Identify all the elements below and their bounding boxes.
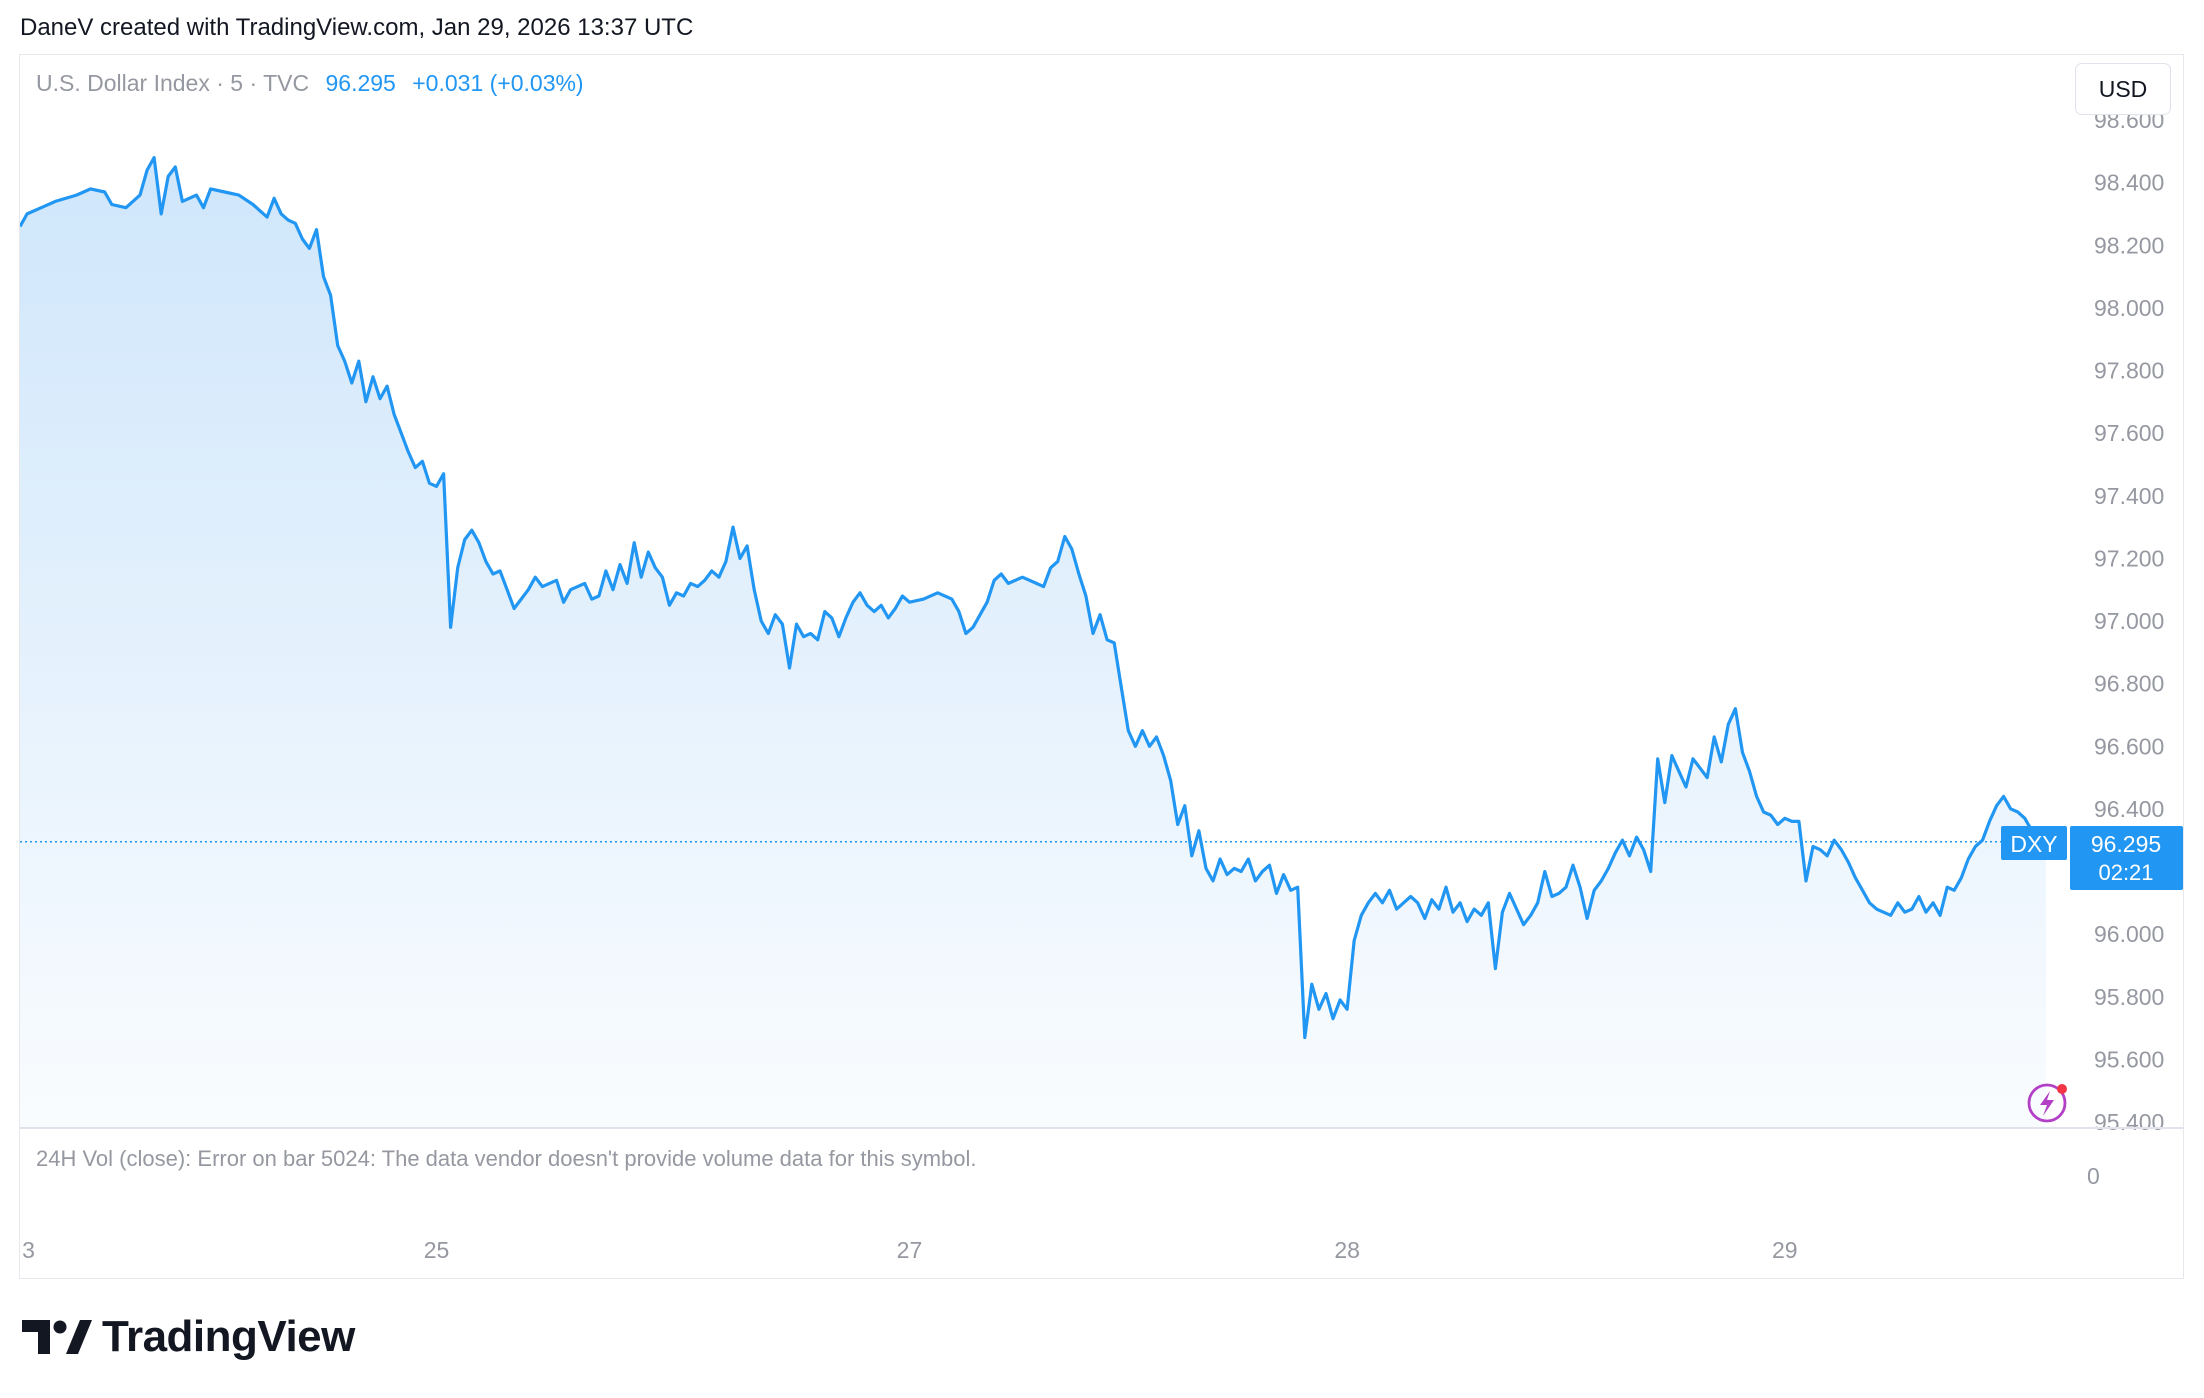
price-tag-value: 96.295 <box>2091 831 2161 857</box>
tradingview-logo-text: TradingView <box>102 1312 355 1361</box>
volume-error-message: 24H Vol (close): Error on bar 5024: The … <box>36 1146 977 1171</box>
tradingview-logo[interactable]: TradingView <box>22 1312 355 1362</box>
legend-change: +0.031 (+0.03%) <box>412 70 584 96</box>
price-axis: 98.60098.40098.20098.00097.80097.60097.4… <box>2094 107 2164 1135</box>
y-tick-label: 98.400 <box>2094 170 2164 196</box>
currency-button[interactable]: USD <box>2075 63 2171 115</box>
price-line <box>20 156 2048 1040</box>
x-tick-label: 3 <box>22 1237 35 1263</box>
y-tick-label: 98.000 <box>2094 295 2164 321</box>
y-tick-label: 97.400 <box>2094 483 2164 509</box>
volume-zero-label: 0 <box>2087 1163 2100 1189</box>
x-tick-label: 27 <box>897 1237 923 1263</box>
x-tick-label: 25 <box>424 1237 450 1263</box>
chart-frame <box>19 54 2184 1279</box>
y-tick-label: 96.000 <box>2094 921 2164 947</box>
y-tick-label: 97.800 <box>2094 358 2164 384</box>
price-tag-ticker: DXY <box>2010 831 2057 857</box>
price-tag-countdown: 02:21 <box>2098 860 2153 885</box>
price-tag: DXY 96.295 02:21 <box>2001 826 2183 890</box>
price-area <box>20 157 2046 1128</box>
y-tick-label: 96.800 <box>2094 671 2164 697</box>
y-tick-label: 97.000 <box>2094 608 2164 634</box>
x-tick-label: 28 <box>1334 1237 1360 1263</box>
symbol-name: U.S. Dollar Index · 5 · TVC <box>36 70 310 96</box>
y-tick-label: 97.600 <box>2094 420 2164 446</box>
lightning-icon[interactable] <box>2027 1083 2067 1123</box>
symbol-legend[interactable]: U.S. Dollar Index · 5 · TVC 96.295 +0.03… <box>36 70 584 97</box>
legend-price: 96.295 <box>325 70 396 96</box>
y-tick-label: 96.400 <box>2094 796 2164 822</box>
y-tick-label: 95.800 <box>2094 984 2164 1010</box>
y-tick-label: 96.600 <box>2094 733 2164 759</box>
time-axis: 3 25 27 28 29 <box>22 1237 1797 1263</box>
x-tick-label: 29 <box>1772 1237 1798 1263</box>
y-tick-label: 98.200 <box>2094 232 2164 258</box>
y-tick-label: 95.400 <box>2094 1109 2164 1135</box>
y-tick-label: 97.200 <box>2094 545 2164 571</box>
header-credit: DaneV created with TradingView.com, Jan … <box>20 14 694 41</box>
tradingview-logo-icon <box>22 1320 92 1354</box>
y-tick-label: 95.600 <box>2094 1046 2164 1072</box>
